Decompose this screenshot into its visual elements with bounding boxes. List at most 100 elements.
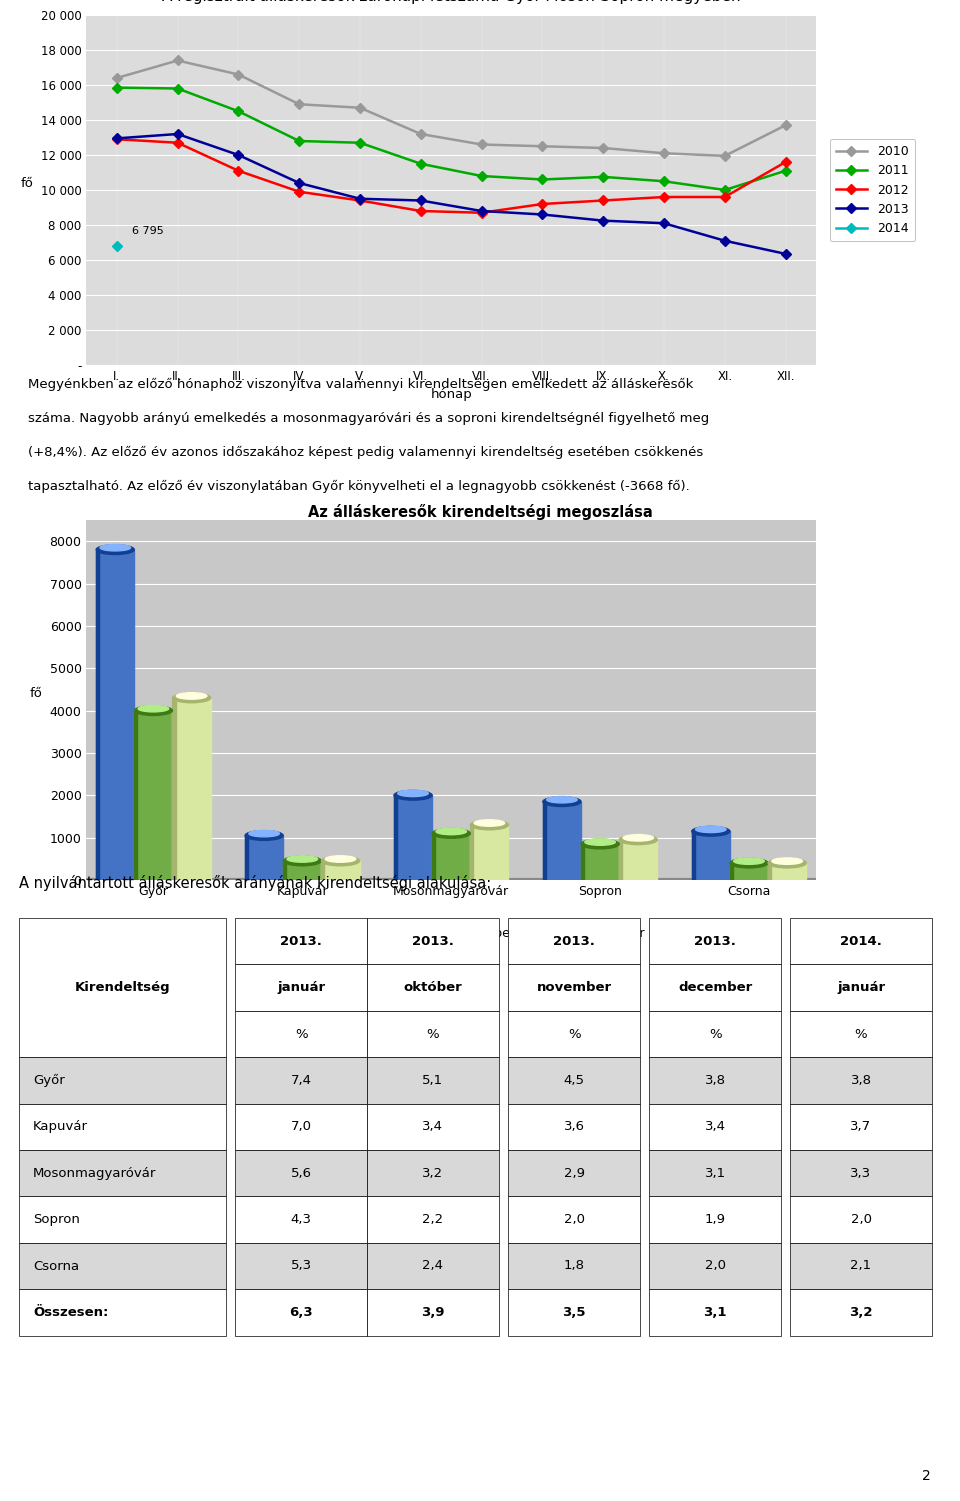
Bar	[96, 549, 99, 880]
Ellipse shape	[585, 839, 615, 845]
Line: 2010: 2010	[113, 57, 789, 159]
2013	[294, 174, 305, 192]
FancyBboxPatch shape	[508, 1103, 640, 1150]
FancyBboxPatch shape	[649, 1010, 781, 1057]
2012	[172, 134, 183, 152]
2010	[111, 69, 123, 87]
Text: %: %	[567, 1028, 581, 1040]
Text: 2,0: 2,0	[564, 1213, 585, 1226]
Text: 6,3: 6,3	[289, 1306, 313, 1319]
Bar	[692, 832, 730, 880]
Bar	[394, 796, 432, 880]
FancyBboxPatch shape	[508, 1289, 640, 1336]
Bar	[173, 698, 176, 880]
2013	[111, 129, 123, 147]
Ellipse shape	[696, 826, 726, 833]
Text: 3,6: 3,6	[564, 1120, 585, 1133]
FancyBboxPatch shape	[367, 1103, 499, 1150]
Text: 2014.: 2014.	[840, 935, 882, 947]
Text: 3,8: 3,8	[705, 1073, 726, 1087]
FancyBboxPatch shape	[19, 1196, 226, 1243]
2012	[232, 162, 244, 180]
FancyBboxPatch shape	[235, 1103, 367, 1150]
FancyBboxPatch shape	[790, 1243, 931, 1289]
Ellipse shape	[249, 830, 279, 838]
2011	[659, 173, 670, 191]
FancyBboxPatch shape	[235, 1243, 367, 1289]
2012	[597, 192, 609, 210]
Ellipse shape	[474, 820, 505, 826]
Text: 4,5: 4,5	[564, 1073, 585, 1087]
FancyBboxPatch shape	[790, 1289, 931, 1336]
FancyBboxPatch shape	[19, 919, 226, 1057]
Y-axis label: fő: fő	[29, 687, 42, 699]
Text: 2,9: 2,9	[564, 1166, 585, 1180]
Ellipse shape	[397, 790, 428, 797]
Bar	[619, 839, 622, 880]
2010	[537, 137, 548, 155]
FancyBboxPatch shape	[508, 1196, 640, 1243]
Text: Sopron: Sopron	[33, 1213, 80, 1226]
2010	[172, 51, 183, 69]
Bar	[581, 844, 584, 880]
FancyBboxPatch shape	[790, 1103, 931, 1150]
FancyBboxPatch shape	[235, 1289, 367, 1336]
Text: 4,3: 4,3	[291, 1213, 312, 1226]
Ellipse shape	[394, 791, 432, 800]
Bar	[322, 862, 360, 880]
Text: 3,8: 3,8	[851, 1073, 872, 1087]
Ellipse shape	[733, 859, 764, 865]
Text: 7,0: 7,0	[291, 1120, 312, 1133]
Bar	[283, 862, 286, 880]
Text: 5,6: 5,6	[291, 1166, 312, 1180]
Line: 2012: 2012	[113, 135, 789, 216]
FancyBboxPatch shape	[508, 965, 640, 1010]
Ellipse shape	[772, 859, 803, 865]
2011	[597, 168, 609, 186]
Y-axis label: fő: fő	[20, 177, 34, 191]
2010	[597, 140, 609, 158]
Text: Győr: Győr	[33, 1073, 65, 1087]
2012	[719, 188, 731, 206]
Text: Csorna: Csorna	[33, 1259, 80, 1273]
Ellipse shape	[322, 856, 360, 866]
Text: 3,4: 3,4	[422, 1120, 444, 1133]
FancyBboxPatch shape	[790, 1150, 931, 1196]
Text: január: január	[277, 982, 325, 994]
2012	[415, 203, 426, 221]
2010	[476, 135, 488, 153]
Text: (+8,4%). Az előző év azonos időszakához képest pedig valamennyi kirendeltség ese: (+8,4%). Az előző év azonos időszakához …	[29, 446, 704, 459]
Bar	[730, 863, 768, 880]
2012	[476, 204, 488, 222]
FancyBboxPatch shape	[508, 1010, 640, 1057]
FancyBboxPatch shape	[367, 1057, 499, 1103]
Bar	[470, 826, 509, 880]
Bar	[322, 862, 324, 880]
FancyBboxPatch shape	[649, 1150, 781, 1196]
2013	[172, 125, 183, 143]
Ellipse shape	[173, 693, 210, 702]
Text: Mosonmagyaróvár: Mosonmagyaróvár	[33, 1166, 156, 1180]
FancyBboxPatch shape	[649, 1057, 781, 1103]
Bar	[283, 862, 322, 880]
Ellipse shape	[134, 705, 173, 716]
2010	[354, 99, 366, 117]
Legend: 2010, 2011, 2012, 2013, 2014: 2010, 2011, 2012, 2013, 2014	[829, 138, 915, 242]
Bar	[432, 833, 470, 880]
Text: 3,3: 3,3	[851, 1166, 872, 1180]
FancyBboxPatch shape	[790, 1196, 931, 1243]
FancyBboxPatch shape	[19, 1057, 226, 1103]
Text: Megyénkben az előző hónaphoz viszonyítva valamennyi kirendeltségen emelkedett az: Megyénkben az előző hónaphoz viszonyítva…	[29, 377, 694, 390]
Text: 3,1: 3,1	[704, 1306, 727, 1319]
2012	[294, 183, 305, 201]
Text: október: október	[403, 982, 463, 994]
Text: 2013.: 2013.	[280, 935, 323, 947]
Bar	[245, 836, 283, 880]
Ellipse shape	[100, 545, 131, 551]
FancyBboxPatch shape	[508, 919, 640, 965]
Bar	[542, 802, 546, 880]
2013	[597, 212, 609, 230]
Text: 7,4: 7,4	[291, 1073, 312, 1087]
FancyBboxPatch shape	[790, 919, 931, 965]
2010	[232, 66, 244, 84]
